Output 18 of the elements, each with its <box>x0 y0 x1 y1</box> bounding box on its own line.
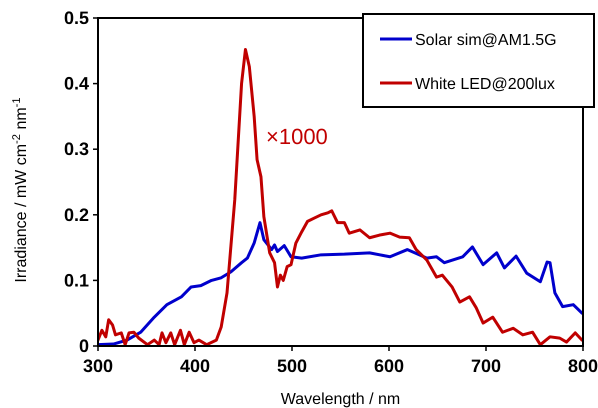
x-tick-label: 300 <box>82 356 114 376</box>
x-axis-title: Wavelength / nm <box>280 391 400 408</box>
y-tick-label: 0.4 <box>64 74 89 94</box>
y-tick-label: 0.2 <box>64 204 89 225</box>
legend-label: Solar sim@AM1.5G <box>415 32 557 49</box>
line-series <box>98 221 583 346</box>
y-tick-label: 0.3 <box>64 139 89 160</box>
legend-label: White LED@200lux <box>415 76 555 93</box>
x-tick-label: 500 <box>276 356 308 376</box>
x-tick-label: 600 <box>374 356 404 376</box>
line-series <box>98 48 583 346</box>
y-tick-label: 0.5 <box>64 8 89 28</box>
x-tick-label: 400 <box>180 356 210 376</box>
y-tick-label: 0 <box>78 336 89 356</box>
x-tick-label: 800 <box>568 356 598 376</box>
x-tick-label: 700 <box>470 356 502 376</box>
y-tick-label: 0.1 <box>64 270 89 290</box>
annotation: ×1000 <box>266 124 328 149</box>
